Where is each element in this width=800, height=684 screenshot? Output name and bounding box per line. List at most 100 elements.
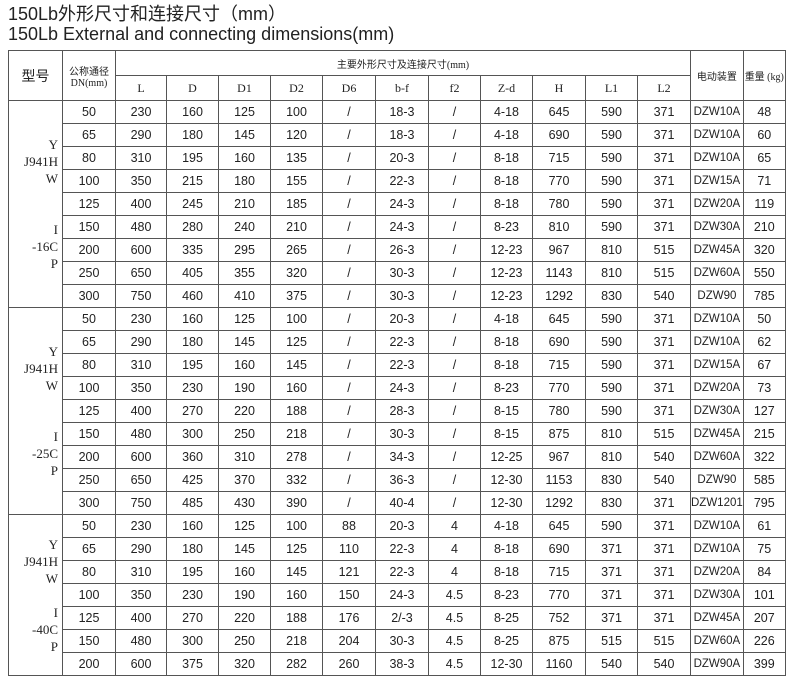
table-cell: 350 xyxy=(115,583,167,607)
model-line xyxy=(9,394,58,411)
table-cell: 24-3 xyxy=(375,192,429,216)
table-cell: 590 xyxy=(585,192,638,216)
table-cell: DZW90 xyxy=(690,284,744,308)
table-cell: DZW20A xyxy=(690,192,744,216)
table-cell: 371 xyxy=(637,606,691,630)
table-row: Y J941H W I -25C P 50 230 160 125 100/20-3/4-18 645… xyxy=(8,307,786,515)
table-cell: 280 xyxy=(166,215,219,239)
table-cell: 12-23 xyxy=(480,238,533,262)
table-cell: 150 xyxy=(322,583,376,607)
header-actuator: 电动装置 xyxy=(690,50,744,101)
table-cell: 320 xyxy=(270,261,323,285)
table-cell: 180 xyxy=(166,123,219,147)
table-cell: 20-3 xyxy=(375,146,429,170)
table-cell: 410 xyxy=(218,284,271,308)
table-cell: 371 xyxy=(637,399,691,423)
table-cell: 590 xyxy=(585,376,638,400)
table-cell: DZW10A xyxy=(690,537,744,561)
table-cell: 515 xyxy=(637,422,691,446)
table-cell: 335 xyxy=(166,238,219,262)
table-cell: 371 xyxy=(637,376,691,400)
table-row: 150 480 280 240 210/24-3/8-23 810 590 371 DZW30A… xyxy=(9,215,786,239)
table-cell: 180 xyxy=(218,169,271,193)
table-cell: 226 xyxy=(742,629,786,653)
table-cell: 22-3 xyxy=(375,169,429,193)
table-row: 100 350 215 180 155/22-3/8-18 770 590 371 DZW15A… xyxy=(9,169,786,193)
table-cell: 24-3 xyxy=(375,583,429,607)
table-cell: 810 xyxy=(532,215,586,239)
table-cell: 795 xyxy=(742,491,786,515)
table-cell: 752 xyxy=(532,606,586,630)
table-cell: / xyxy=(322,491,376,515)
table-cell: 810 xyxy=(585,261,638,285)
table-cell: DZW10A xyxy=(690,123,744,147)
table-cell: 645 xyxy=(532,100,586,124)
table-cell: 485 xyxy=(166,491,219,515)
model-line: I xyxy=(53,222,58,237)
table-cell: 204 xyxy=(322,629,376,653)
table-cell: 290 xyxy=(115,330,167,354)
table-cell: 180 xyxy=(166,537,219,561)
table-cell: 480 xyxy=(115,629,167,653)
table-cell: DZW30A xyxy=(690,583,744,607)
table-cell: / xyxy=(428,353,481,377)
table-cell: 12-30 xyxy=(480,491,533,515)
table-cell: 12-30 xyxy=(480,468,533,492)
table-cell: 22-3 xyxy=(375,560,429,584)
table-cell: 195 xyxy=(166,146,219,170)
table-cell: 371 xyxy=(637,146,691,170)
table-cell: 1143 xyxy=(532,261,586,285)
table-cell: 100 xyxy=(62,583,116,607)
model-line: -40C xyxy=(32,621,58,637)
table-cell: 38-3 xyxy=(375,652,429,676)
table-row: 65 290 180 145 125 110 22-3 4 8-18 690 371 371 DZW10… xyxy=(9,537,786,561)
table-cell: 145 xyxy=(218,123,271,147)
table-cell: 1292 xyxy=(532,284,586,308)
table-cell: 250 xyxy=(218,422,271,446)
table-cell: 875 xyxy=(532,629,586,653)
table-cell: 26-3 xyxy=(375,238,429,262)
table-cell: 600 xyxy=(115,238,167,262)
table-cell: 650 xyxy=(115,468,167,492)
table-cell: 75 xyxy=(742,537,786,561)
model-line: J941H xyxy=(24,553,58,569)
model-line: P xyxy=(50,256,58,271)
model-line: W xyxy=(45,378,58,393)
table-cell: 84 xyxy=(742,560,786,584)
table-cell: 245 xyxy=(166,192,219,216)
table-cell: 215 xyxy=(742,422,786,446)
table-cell: DZW1201 xyxy=(690,491,744,515)
table-cell: / xyxy=(322,169,376,193)
table-cell: 550 xyxy=(742,261,786,285)
model-line: Y xyxy=(48,344,58,359)
table-cell: 830 xyxy=(585,491,638,515)
table-cell: 320 xyxy=(218,652,271,676)
table-row: 65 290 180 145 125/22-3/8-18 690 590 371 DZW10A 6… xyxy=(9,330,786,354)
table-cell: 750 xyxy=(115,491,167,515)
table-cell: 295 xyxy=(218,238,271,262)
model-line xyxy=(9,204,58,221)
table-cell: 50 xyxy=(62,307,116,331)
model-line: Y xyxy=(48,536,58,552)
table-cell: 8-23 xyxy=(480,583,533,607)
table-cell: 4.5 xyxy=(428,652,481,676)
table-row: 65 290 180 145 120/18-3/4-18 690 590 371 DZW10A 6… xyxy=(9,123,786,147)
table-cell: 160 xyxy=(218,353,271,377)
table-cell: / xyxy=(322,353,376,377)
table-cell: 150 xyxy=(62,422,116,446)
table-cell: 195 xyxy=(166,560,219,584)
title-english: 150Lb External and connecting dimensions… xyxy=(8,24,395,44)
table-row: Y J941H W I -40C P 50 230 160 125 100 88 20-3 4 4-18 64… xyxy=(8,514,786,676)
table-cell: 150 xyxy=(62,215,116,239)
table-cell: 515 xyxy=(637,261,691,285)
model-line: P xyxy=(50,638,58,654)
table-cell: 600 xyxy=(115,445,167,469)
table-cell: 400 xyxy=(115,399,167,423)
table-cell: 185 xyxy=(270,192,323,216)
table-row: 80 310 195 160 145/22-3/8-18 715 590 371 DZW15A 6… xyxy=(9,353,786,377)
model-line: -25C xyxy=(32,446,58,461)
table-cell: 195 xyxy=(166,353,219,377)
table-cell: 8-23 xyxy=(480,376,533,400)
table-cell: 145 xyxy=(218,537,271,561)
table-row: 200 600 335 295 265/26-3/12-23 967 810 515 DZW45… xyxy=(9,238,786,262)
